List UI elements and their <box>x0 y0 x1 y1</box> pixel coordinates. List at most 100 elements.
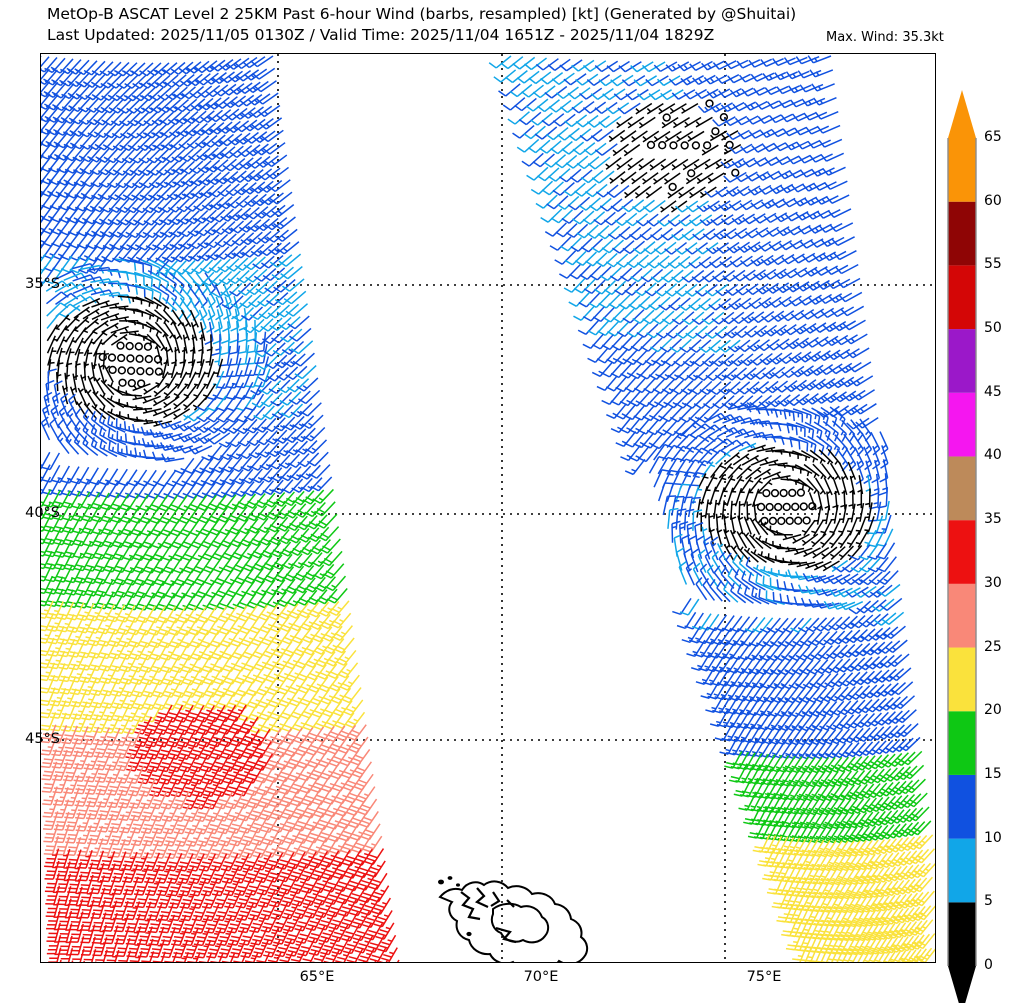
wind-barb <box>648 393 669 407</box>
colorbar-extend-max-arrow <box>948 90 976 138</box>
wind-barb <box>303 565 323 579</box>
wind-barb <box>872 460 880 483</box>
colorbar-band-40-45 <box>948 393 976 457</box>
wind-barb <box>529 72 551 84</box>
wind-barb <box>812 84 835 91</box>
wind-barb <box>777 544 796 549</box>
islet-3 <box>466 932 471 936</box>
colorbar-band-0-5 <box>948 902 976 966</box>
wind-barb <box>848 462 855 480</box>
wind-barb <box>104 740 120 757</box>
wind-barb <box>531 181 552 194</box>
calm-circle <box>670 142 677 149</box>
wind-barb <box>816 478 826 494</box>
wind-barb <box>854 714 875 728</box>
wind-barb <box>329 601 349 615</box>
colorbar-band-45-50 <box>948 329 976 393</box>
wind-barb <box>846 672 867 686</box>
wind-barb-canvas <box>41 54 936 963</box>
wind-barb <box>874 712 895 725</box>
wind-barb <box>117 778 133 795</box>
wind-barb <box>288 603 308 618</box>
wind-barb <box>859 614 881 627</box>
wind-barb <box>634 379 655 393</box>
calm-circle <box>109 354 116 361</box>
wind-barb <box>51 405 59 428</box>
wind-barb <box>746 557 762 576</box>
wind-barb <box>75 801 90 819</box>
wind-barb <box>783 572 802 577</box>
wind-barb <box>125 414 144 421</box>
wind-barb <box>634 406 654 420</box>
wind-barb <box>223 470 243 485</box>
calm-circle <box>128 367 135 374</box>
y-tick-label-0: 35°S <box>0 276 60 292</box>
calm-circle <box>118 367 125 374</box>
wind-barb <box>143 408 161 413</box>
wind-barb <box>653 380 674 394</box>
colorbar-tick-60: 60 <box>984 193 1002 209</box>
wind-barb <box>41 576 53 593</box>
wind-barb <box>657 394 678 408</box>
calm-circle <box>769 518 776 525</box>
wind-barb <box>652 407 673 421</box>
wind-barb <box>643 406 664 420</box>
wind-barb <box>882 669 903 682</box>
wind-barb <box>649 366 670 379</box>
wind-barb <box>826 645 847 659</box>
wind-barb <box>146 322 161 335</box>
calm-circle <box>119 379 126 386</box>
wind-barb <box>83 739 99 757</box>
wind-barb <box>616 377 636 391</box>
colorbar-band-55-60 <box>948 202 976 266</box>
wind-barb <box>861 628 882 641</box>
wind-barb <box>822 659 843 673</box>
wind-barb <box>222 457 242 472</box>
wind-barb <box>698 449 719 463</box>
wind-barb <box>302 553 322 567</box>
wind-barb <box>592 362 612 376</box>
wind-barb <box>588 348 608 362</box>
wind-barb <box>324 639 344 654</box>
wind-barb <box>84 764 100 782</box>
wind-barb <box>625 378 646 392</box>
wind-barb <box>284 566 304 581</box>
wind-barb <box>84 752 100 770</box>
colorbar-tick-55: 55 <box>984 256 1002 272</box>
wind-barb <box>119 803 135 821</box>
wind-barb <box>893 696 914 709</box>
wind-barb <box>41 749 56 767</box>
wind-barb <box>701 513 705 532</box>
title-line-2: Last Updated: 2025/11/05 0130Z / Valid T… <box>47 25 796 46</box>
calm-circle <box>663 114 670 121</box>
wind-barb <box>50 713 66 731</box>
wind-barb <box>62 751 78 769</box>
wind-barb <box>312 552 332 566</box>
wind-barb <box>871 642 892 655</box>
wind-barb <box>129 803 145 820</box>
wind-barb <box>327 588 347 602</box>
wind-barb <box>196 73 218 85</box>
wind-barb <box>808 56 831 63</box>
wind-barb <box>136 309 154 319</box>
wind-barb <box>265 155 287 166</box>
wind-barb <box>508 112 530 124</box>
wind-barb <box>889 668 911 681</box>
wind-barb <box>856 727 877 741</box>
wind-barb <box>106 765 122 782</box>
wind-barb <box>751 550 767 563</box>
wind-barb <box>894 752 915 765</box>
wind-barb <box>870 726 891 740</box>
wind-barb <box>187 61 209 73</box>
wind-barb <box>143 840 159 858</box>
wind-barb <box>87 814 102 832</box>
wind-barb <box>46 910 60 928</box>
wind-barb <box>169 903 185 921</box>
wind-barb <box>854 587 876 598</box>
wind-barb <box>320 539 341 553</box>
wind-barb <box>62 738 78 756</box>
wind-barb <box>854 629 875 642</box>
wind-barb <box>74 764 90 782</box>
wind-barb <box>871 474 879 496</box>
wind-barb <box>272 554 292 569</box>
